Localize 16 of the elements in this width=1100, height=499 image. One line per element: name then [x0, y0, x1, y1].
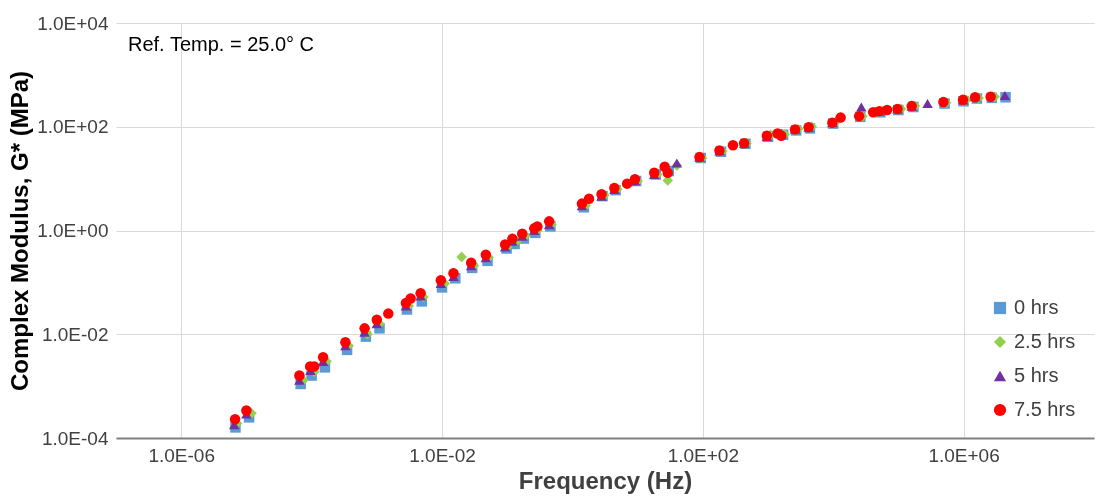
x-tick-label: 1.0E-06 — [148, 444, 215, 466]
legend-label: 7.5 hrs — [1014, 398, 1076, 420]
annotation: Ref. Temp. = 25.0° C — [128, 33, 315, 55]
y-tick-label: 1.0E-04 — [41, 427, 109, 449]
x-axis-title: Frequency (Hz) — [518, 466, 693, 494]
y-tick-label: 1.0E-02 — [41, 323, 109, 345]
y-axis-title: Complex Modulus, G* (MPa) — [6, 70, 34, 392]
legend-label: 2.5 hrs — [1014, 330, 1076, 352]
y-tick-label: 1.0E+00 — [37, 220, 109, 241]
y-tick-label: 1.0E+04 — [37, 12, 109, 34]
x-tick-label: 1.0E-02 — [409, 444, 476, 466]
x-tick-label: 1.0E+02 — [667, 444, 739, 466]
legend-label: 0 hrs — [1014, 296, 1059, 318]
legend-label: 5 hrs — [1014, 364, 1059, 386]
y-tick-label: 1.0E+02 — [37, 116, 109, 138]
x-tick-label: 1.0E+06 — [928, 444, 1000, 466]
